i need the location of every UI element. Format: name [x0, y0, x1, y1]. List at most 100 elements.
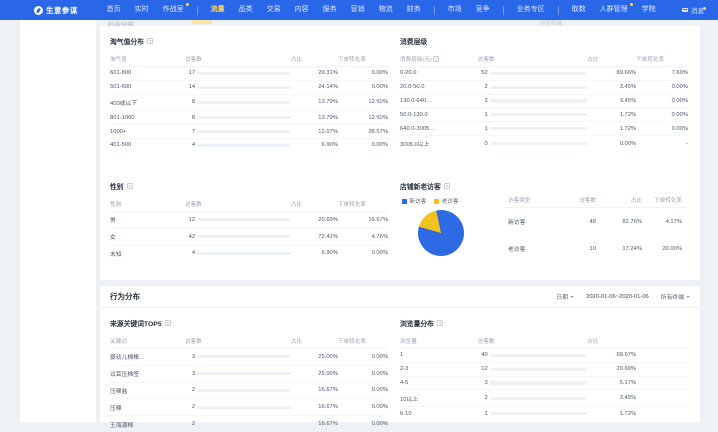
bar-track [197, 388, 291, 393]
col-cvr: 下单转化率 [642, 193, 688, 208]
nav-item-内容[interactable]: 内容 [294, 6, 309, 13]
cell-percentage: 24.14% [290, 80, 338, 95]
bar-value: 17 [188, 70, 196, 77]
nav-item-流量[interactable]: 流量 [210, 6, 225, 13]
nav-item-取数[interactable]: 取数 [571, 6, 586, 13]
bar-value: 14 [188, 84, 196, 91]
bar-track [489, 411, 588, 416]
nav-item-物流[interactable]: 物流 [378, 6, 393, 13]
table-row: 议耳压棉签 3 25.00% 0.00% [110, 365, 388, 383]
behavior-card-header: 行为分布 日期 2020-01-06~2020-01-06 所有终端 [100, 286, 700, 308]
behavior-distribution-card: 行为分布 日期 2020-01-06~2020-01-06 所有终端 来源关键词… [100, 286, 700, 429]
nav-item-业务专区[interactable]: 业务专区 [516, 6, 545, 13]
table-row: 压棉盐 2 16.67% 0.00% [110, 382, 388, 400]
cell-percentage: 5.17% [587, 376, 637, 391]
bar-track [489, 381, 588, 385]
cell-label: 王海源棉 [110, 422, 134, 429]
nav-item-交易[interactable]: 交易 [266, 6, 281, 13]
cell-label: 10以上 [400, 389, 478, 408]
bar-value: 4 [191, 142, 196, 149]
table-row: 男 12 20.69% 16.67% [110, 211, 388, 229]
nav-item-首页[interactable]: 首页 [106, 6, 121, 13]
table-row: 20.0-50.0 2 3.45% 0.00% [400, 80, 688, 95]
bar-track [489, 71, 588, 75]
nav-item-营销[interactable]: 营销 [350, 6, 365, 13]
question-icon[interactable]: ? [433, 56, 440, 62]
table-row: 0-20.0 52 89.66% 7.69% [400, 66, 688, 81]
cell-visitors-bar: 2 [185, 382, 291, 400]
table-row: 400或以下 8 13.79% 12.50% [110, 94, 388, 112]
panel-consumption-tier: 消费层级 消费层级(元) ? 访客数 占比 下单转化率 0-20.0 52 89.6… [400, 36, 688, 152]
cell-spacer [636, 376, 688, 391]
bar-track [489, 85, 588, 89]
cell-percentage: 16.67% [290, 398, 338, 417]
cell-conversion-rate: 4.76% [337, 228, 388, 246]
bar-value: 2 [484, 97, 488, 104]
question-icon[interactable]: ? [436, 320, 443, 326]
cell-percentage: 25.00% [290, 365, 338, 383]
nav-messages[interactable]: 消息 [682, 5, 706, 15]
panel-title-taoqi: 淘气值分布 ? [110, 38, 153, 46]
behavior-card-controls: 日期 2020-01-06~2020-01-06 所有终端 [556, 292, 690, 301]
col-pct: 占比 [290, 52, 338, 67]
table-row: 6-10 1 1.72% [400, 407, 688, 420]
date-range-display[interactable]: 2020-01-06~2020-01-06 [586, 293, 649, 300]
cell-conversion-rate: 0.00% [337, 348, 388, 366]
col-visitors: 访客数 [185, 52, 291, 67]
bar-track [197, 71, 291, 75]
cell-percentage: 3.45% [587, 80, 637, 95]
question-icon[interactable]: ? [146, 38, 153, 44]
cell-percentage: 1.72% [619, 410, 637, 417]
col-pct: 占比 [290, 197, 338, 212]
message-icon [682, 7, 688, 13]
nav-item-品类[interactable]: 品类 [238, 6, 253, 13]
nav-item-作战室[interactable]: 作战室 [156, 0, 191, 20]
cell-visitors-bar: 40 [477, 348, 588, 363]
left-sidebar-rail [20, 20, 96, 422]
col-cvr: 下单转化率 [337, 197, 388, 212]
nav-item-竞争[interactable]: 竞争 [475, 6, 490, 13]
cell-visitors-bar: 1 [477, 107, 588, 123]
col-visitors: 访客数 [185, 197, 291, 212]
table-row: 601-800 17 29.31% 0.00% [110, 66, 388, 81]
cell-conversion-rate: 7.69% [636, 66, 688, 81]
cell-label: 20.0-50.0 [400, 80, 478, 95]
cell-visitors-bar: 2 [185, 416, 291, 432]
question-icon[interactable]: ? [164, 320, 171, 326]
col-visitors: 访客数 [550, 193, 596, 208]
cell-percentage: 6.90% [321, 142, 338, 149]
table-consumption: 消费层级(元) ? 访客数 占比 下单转化率 0-20.0 52 89.66% 7.6… [400, 52, 688, 152]
bar-track [489, 367, 588, 371]
date-type-selector[interactable]: 日期 [556, 292, 575, 301]
nav-item-服务[interactable]: 服务 [322, 6, 337, 13]
visitor-type-pie-chart [418, 210, 464, 256]
cell-visitors-bar: 4 [185, 245, 291, 261]
nav-item-财务[interactable]: 财务 [406, 6, 421, 13]
table-row: 王海源棉 2 16.67% 0.00% [110, 416, 388, 432]
table-keywords: 关键词 访客数 占比 下单转化率 婴幼儿棉棒… 3 25.00% 0.00% 议耳压棉签… [110, 334, 388, 432]
brand-logo[interactable]: 生意参谋 [34, 5, 78, 16]
bar-value: 4 [191, 250, 196, 257]
legend-item-新访客[interactable]: 新访客 [402, 197, 426, 205]
cell-label: 2-3 [400, 362, 478, 377]
legend-item-老访客[interactable]: 老访客 [434, 197, 459, 205]
nav-item-人群管理[interactable]: 人群管理 [593, 0, 635, 20]
cell-conversion-rate: 0.00% [636, 107, 688, 123]
nav-separator [502, 5, 504, 15]
nav-item-市场[interactable]: 市场 [447, 6, 462, 13]
bar-value: 2 [191, 404, 196, 411]
cell-visitors-bar: 3 [185, 348, 291, 366]
table-row: 女 42 72.41% 4.76% [110, 228, 388, 246]
nav-item-学院[interactable]: 学院 [641, 6, 656, 13]
terminal-selector[interactable]: 所有终端 [661, 292, 690, 301]
nav-item-实时[interactable]: 实时 [134, 6, 149, 13]
table-row: 未知 4 6.90% 0.00% [110, 245, 388, 261]
question-icon[interactable]: ? [443, 183, 450, 189]
bar-value: 3 [484, 379, 488, 386]
question-icon[interactable]: ? [126, 183, 133, 189]
col-pct: 占比 [587, 334, 637, 349]
cell-visitors-bar: 7 [185, 124, 291, 139]
bar-value: 1 [484, 125, 488, 132]
table-header-row: 消费层级(元) ? 访客数 占比 下单转化率 [400, 52, 688, 67]
table-row: 501-600 14 24.14% 0.00% [110, 80, 388, 95]
